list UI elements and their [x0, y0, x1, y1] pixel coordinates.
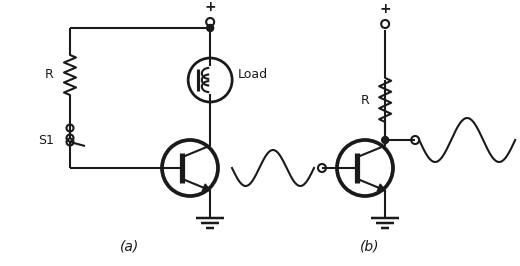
Circle shape	[206, 24, 214, 31]
Text: R: R	[360, 94, 369, 106]
Text: (a): (a)	[120, 239, 140, 253]
Text: S1: S1	[38, 134, 54, 147]
Text: +: +	[204, 0, 216, 14]
Text: R: R	[45, 69, 54, 81]
Text: Load: Load	[238, 69, 268, 81]
Text: (b): (b)	[360, 239, 380, 253]
Polygon shape	[202, 184, 210, 192]
Polygon shape	[377, 184, 385, 192]
Text: +: +	[380, 2, 391, 16]
Circle shape	[382, 136, 388, 143]
